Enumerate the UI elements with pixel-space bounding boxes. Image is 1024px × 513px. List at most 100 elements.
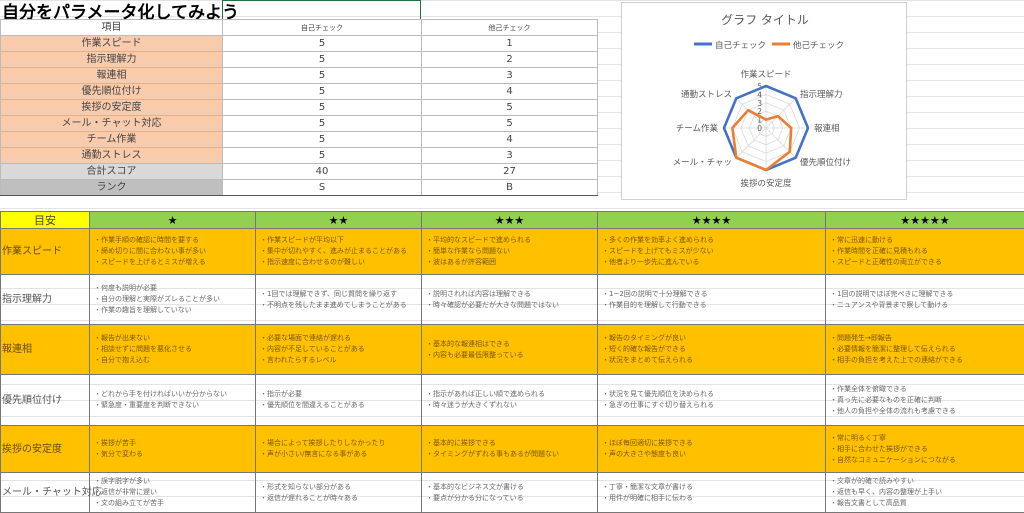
self-score[interactable]: 5: [223, 84, 422, 100]
criteria-line: ・ニュアンスや背景まで察して動ける: [830, 300, 1020, 311]
criteria-cell[interactable]: ・指示があれば正しい順で進められる・時々迷うが大きくずれない: [422, 375, 598, 426]
criteria-cell[interactable]: ・作業全体を俯瞰できる・真っ先に必要なものを正確に判断・他人の負担や全体の流れも…: [826, 375, 1024, 426]
score-item[interactable]: 指示理解力: [1, 52, 223, 68]
self-score[interactable]: 5: [223, 116, 422, 132]
criteria-cell[interactable]: ・どれから手を付ければいいか分からない・緊急度・重要度を判断できない: [90, 375, 256, 426]
criteria-header-cell[interactable]: ★★: [256, 212, 422, 229]
score-item[interactable]: チーム作業: [1, 132, 223, 148]
criteria-line: ・短く的確な報告ができる: [602, 344, 821, 355]
total-label[interactable]: 合計スコア: [1, 164, 223, 180]
criteria-cell[interactable]: ・場合によって挨拶したりしなかったり・声が小さい/無言になる事がある: [256, 426, 422, 473]
criteria-line: ・指示が必要: [260, 389, 417, 400]
criteria-cell[interactable]: ・基本的に挨拶できる・タイミングがずれる事もあるが問題ない: [422, 426, 598, 473]
criteria-label[interactable]: 指示理解力: [1, 275, 90, 325]
criteria-cell[interactable]: ・報告のタイミングが良い・短く的確な報告ができる・状況をまとめて伝えられる: [598, 325, 826, 375]
criteria-label[interactable]: メール・チャット対応: [1, 473, 90, 513]
criteria-header-cell[interactable]: ★★★: [422, 212, 598, 229]
criteria-cell[interactable]: ・指示が必要・優先順位を間違えることがある: [256, 375, 422, 426]
rank-label[interactable]: ランク: [1, 180, 223, 196]
score-item[interactable]: 報連相: [1, 68, 223, 84]
criteria-label[interactable]: 報連相: [1, 325, 90, 375]
other-score[interactable]: 2: [422, 52, 598, 68]
criteria-cell[interactable]: ・状況を見て優先順位を決められる・急ぎの仕事にすぐ切り替えられる: [598, 375, 826, 426]
criteria-line: ・声が小さい/無言になる事がある: [260, 449, 417, 460]
criteria-line: ・言われたらするレベル: [260, 355, 417, 366]
criteria-cell[interactable]: ・多くの作業を効率よく進められる・スピードを上げてもミスが少ない・他者より一歩先…: [598, 229, 826, 275]
criteria-cell[interactable]: ・1回の説明でほぼ完ぺきに理解できる・ニュアンスや背景まで察して動ける: [826, 275, 1024, 325]
criteria-cell[interactable]: ・形式を知らない部分がある・返信が遅れることが時々ある: [256, 473, 422, 513]
criteria-cell[interactable]: ・常に明るく丁寧・相手に合わせた挨拶ができる・自然なコミュニケーションにつながる: [826, 426, 1024, 473]
criteria-cell[interactable]: ・必要な場面で連絡が遅れる・内容が不足していることがある・言われたらするレベル: [256, 325, 422, 375]
criteria-line: ・真っ先に必要なものを正確に判断: [830, 395, 1020, 406]
other-score[interactable]: 4: [422, 132, 598, 148]
self-score[interactable]: 5: [223, 148, 422, 164]
other-score[interactable]: 5: [422, 100, 598, 116]
self-score[interactable]: 5: [223, 36, 422, 52]
criteria-cell[interactable]: ・説明されれば内容は理解できる・時々確認が必要だが大きな問題ではない: [422, 275, 598, 325]
selected-cell[interactable]: [222, 0, 421, 20]
self-score[interactable]: 5: [223, 68, 422, 84]
rank-self[interactable]: S: [223, 180, 422, 196]
criteria-line: ・状況を見て優先順位を決められる: [602, 389, 821, 400]
self-score[interactable]: 5: [223, 100, 422, 116]
score-item[interactable]: 挨拶の安定度: [1, 100, 223, 116]
criteria-line: ・緊急度・重要度を判断できない: [94, 400, 251, 411]
other-score[interactable]: 3: [422, 68, 598, 84]
criteria-cell[interactable]: ・基本的な報連相はできる・内容も必要最低限整っている: [422, 325, 598, 375]
criteria-cell[interactable]: ・1~2回の説明で十分理解できる・作業目的を理解して行動できる: [598, 275, 826, 325]
criteria-line: ・急ぎの仕事にすぐ切り替えられる: [602, 400, 821, 411]
other-score[interactable]: 1: [422, 36, 598, 52]
criteria-line: ・時々確認が必要だが大きな問題ではない: [426, 300, 593, 311]
criteria-cell[interactable]: ・基本的なビジネス文が書ける・要点が分かる分になっている: [422, 473, 598, 513]
rank-other[interactable]: B: [422, 180, 598, 196]
score-item[interactable]: 作業スピード: [1, 36, 223, 52]
criteria-header-cell[interactable]: ★: [90, 212, 256, 229]
criteria-label[interactable]: 挨拶の安定度: [1, 426, 90, 473]
criteria-cell[interactable]: ・報告が出来ない・相談せずに問題を悪化させる・自分で抱え込む: [90, 325, 256, 375]
radar-category-label: メール・チャッ: [673, 158, 732, 168]
radar-tick-label: 3: [757, 99, 762, 108]
criteria-cell[interactable]: ・作業スピードが平均以下・集中が切れやすく、進みが止まることがある・指示速度に合…: [256, 229, 422, 275]
criteria-cell[interactable]: ・誤字脱字が多い・返信が非常に遅い・文の組み立てが苦手: [90, 473, 256, 513]
radar-category-label: 指示理解力: [800, 89, 843, 100]
criteria-cell[interactable]: ・作業手順の確認に時間を要する・締め切りに間に合わない事が多い・スピードを上げる…: [90, 229, 256, 275]
total-self[interactable]: 40: [223, 164, 422, 180]
criteria-header-cell[interactable]: ★★★★: [598, 212, 826, 229]
criteria-label[interactable]: 優先順位付け: [1, 375, 90, 426]
other-score[interactable]: 5: [422, 116, 598, 132]
score-item[interactable]: 通勤ストレス: [1, 148, 223, 164]
criteria-header-cell[interactable]: ★★★★★: [826, 212, 1024, 229]
other-score[interactable]: 3: [422, 148, 598, 164]
criteria-cell[interactable]: ・平均的なスピードで進められる・簡単な作業なら問題ない・波はあるが許容範囲: [422, 229, 598, 275]
score-header-cell[interactable]: 項目: [1, 20, 223, 36]
criteria-line: ・作業目的を理解して行動できる: [602, 300, 821, 311]
score-header-cell[interactable]: 自己チェック: [223, 20, 422, 36]
criteria-label[interactable]: 作業スピード: [1, 229, 90, 275]
criteria-header-cell[interactable]: 目安: [1, 212, 90, 229]
criteria-line: ・問題発生→即報告: [830, 333, 1020, 344]
criteria-line: ・返信が非常に遅い: [94, 487, 251, 498]
score-header-cell[interactable]: 他己チェック: [422, 20, 598, 36]
criteria-cell[interactable]: ・挨拶が苦手・気分で変わる: [90, 426, 256, 473]
self-score[interactable]: 5: [223, 132, 422, 148]
criteria-cell[interactable]: ・文章が的確で読みやすい・返信も早く、内容の整理が上手い・報告文書として高品質: [826, 473, 1024, 513]
criteria-cell[interactable]: ・問題発生→即報告・必要情報を簡潔に整理して伝えられる・相手の負担を考えた上での…: [826, 325, 1024, 375]
score-item[interactable]: メール・チャット対応: [1, 116, 223, 132]
criteria-line: ・不明点を残したまま進めてしまうことがある: [260, 300, 417, 311]
radar-category-label: チーム作業: [676, 123, 719, 134]
criteria-cell[interactable]: ・ほぼ毎回適切に挨拶できる・声の大きさや態度も良い: [598, 426, 826, 473]
criteria-cell[interactable]: ・1回では理解できず、同じ質問を繰り返す・不明点を残したまま進めてしまうことがあ…: [256, 275, 422, 325]
criteria-line: ・タイミングがずれる事もあるが問題ない: [426, 449, 593, 460]
self-score[interactable]: 5: [223, 52, 422, 68]
criteria-cell[interactable]: ・何度も説明が必要・自分の理解と実際がズレることが多い・作業の趣旨を理解していな…: [90, 275, 256, 325]
criteria-cell[interactable]: ・丁寧・簡潔な文章が書ける・用件が明確に相手に伝わる: [598, 473, 826, 513]
criteria-cell[interactable]: ・常に迅速に動ける・作業時間を正確に見積もれる・スピードと正確性の両立ができる: [826, 229, 1024, 275]
other-score[interactable]: 4: [422, 84, 598, 100]
criteria-line: ・作業スピードが平均以下: [260, 235, 417, 246]
criteria-line: ・常に明るく丁寧: [830, 433, 1020, 444]
total-other[interactable]: 27: [422, 164, 598, 180]
criteria-line: ・必要情報を簡潔に整理して伝えられる: [830, 344, 1020, 355]
score-item[interactable]: 優先順位付け: [1, 84, 223, 100]
